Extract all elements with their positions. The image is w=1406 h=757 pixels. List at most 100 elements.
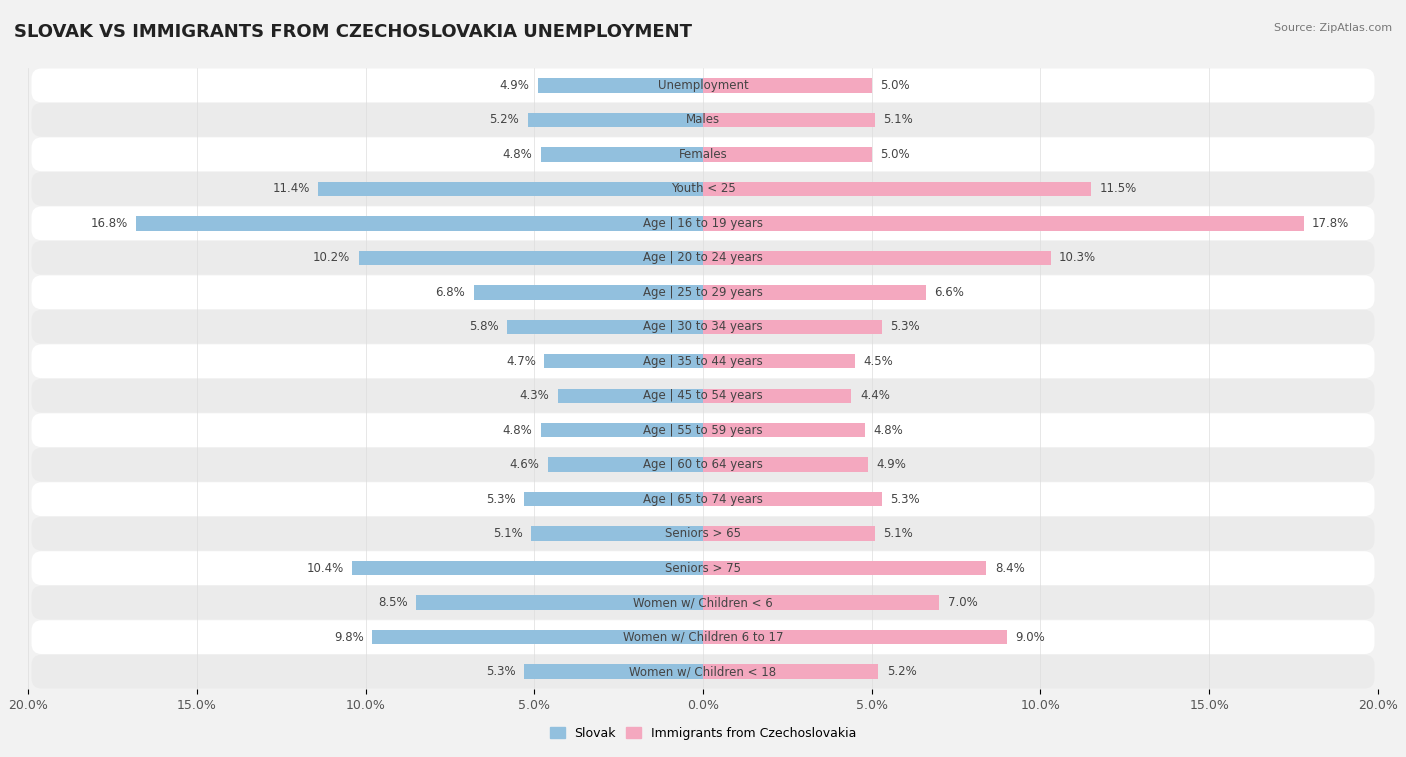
Bar xyxy=(541,147,703,161)
Text: Age | 16 to 19 years: Age | 16 to 19 years xyxy=(643,217,763,230)
Bar xyxy=(524,665,703,679)
FancyBboxPatch shape xyxy=(31,413,1375,447)
Text: 4.8%: 4.8% xyxy=(873,424,903,437)
Bar xyxy=(703,113,875,127)
Text: Women w/ Children < 6: Women w/ Children < 6 xyxy=(633,597,773,609)
FancyBboxPatch shape xyxy=(31,482,1375,516)
FancyBboxPatch shape xyxy=(31,586,1375,619)
Bar xyxy=(136,216,703,231)
Text: 10.3%: 10.3% xyxy=(1059,251,1097,264)
Bar xyxy=(527,113,703,127)
Bar xyxy=(703,182,1091,196)
Bar xyxy=(544,354,703,369)
Text: 5.3%: 5.3% xyxy=(486,493,516,506)
Bar xyxy=(352,561,703,575)
Text: 10.2%: 10.2% xyxy=(314,251,350,264)
Bar xyxy=(373,630,703,644)
FancyBboxPatch shape xyxy=(31,138,1375,171)
Text: 5.1%: 5.1% xyxy=(883,527,914,540)
Text: Females: Females xyxy=(679,148,727,160)
Text: 10.4%: 10.4% xyxy=(307,562,343,575)
Text: 5.3%: 5.3% xyxy=(890,320,920,333)
FancyBboxPatch shape xyxy=(31,551,1375,585)
FancyBboxPatch shape xyxy=(31,68,1375,102)
Bar xyxy=(703,216,1303,231)
Text: Age | 65 to 74 years: Age | 65 to 74 years xyxy=(643,493,763,506)
FancyBboxPatch shape xyxy=(31,276,1375,309)
Bar xyxy=(703,388,852,403)
Text: 9.0%: 9.0% xyxy=(1015,631,1045,643)
Text: Women w/ Children < 18: Women w/ Children < 18 xyxy=(630,665,776,678)
Text: 5.1%: 5.1% xyxy=(883,114,914,126)
Text: Source: ZipAtlas.com: Source: ZipAtlas.com xyxy=(1274,23,1392,33)
Text: 5.3%: 5.3% xyxy=(486,665,516,678)
Bar xyxy=(703,526,875,541)
Bar xyxy=(541,423,703,438)
Bar xyxy=(703,285,925,300)
Text: 6.8%: 6.8% xyxy=(436,286,465,299)
Text: 6.6%: 6.6% xyxy=(934,286,965,299)
Bar xyxy=(703,78,872,92)
Text: Age | 60 to 64 years: Age | 60 to 64 years xyxy=(643,458,763,471)
Bar xyxy=(318,182,703,196)
Text: Seniors > 75: Seniors > 75 xyxy=(665,562,741,575)
Text: SLOVAK VS IMMIGRANTS FROM CZECHOSLOVAKIA UNEMPLOYMENT: SLOVAK VS IMMIGRANTS FROM CZECHOSLOVAKIA… xyxy=(14,23,692,41)
Text: 4.8%: 4.8% xyxy=(503,148,533,160)
Text: 4.9%: 4.9% xyxy=(877,458,907,471)
Bar xyxy=(703,596,939,610)
FancyBboxPatch shape xyxy=(31,344,1375,378)
Bar xyxy=(548,457,703,472)
Bar xyxy=(703,665,879,679)
Bar xyxy=(703,319,882,334)
Text: 5.0%: 5.0% xyxy=(880,148,910,160)
FancyBboxPatch shape xyxy=(31,103,1375,137)
Text: Women w/ Children 6 to 17: Women w/ Children 6 to 17 xyxy=(623,631,783,643)
Text: 9.8%: 9.8% xyxy=(335,631,364,643)
Bar xyxy=(531,526,703,541)
Text: 11.4%: 11.4% xyxy=(273,182,309,195)
Bar xyxy=(508,319,703,334)
FancyBboxPatch shape xyxy=(31,448,1375,481)
Text: 4.6%: 4.6% xyxy=(509,458,540,471)
FancyBboxPatch shape xyxy=(31,172,1375,206)
FancyBboxPatch shape xyxy=(31,310,1375,344)
Text: 4.3%: 4.3% xyxy=(520,389,550,402)
FancyBboxPatch shape xyxy=(31,517,1375,550)
Text: 5.2%: 5.2% xyxy=(489,114,519,126)
Bar xyxy=(703,423,865,438)
Bar xyxy=(703,630,1007,644)
Bar xyxy=(524,492,703,506)
Text: Age | 20 to 24 years: Age | 20 to 24 years xyxy=(643,251,763,264)
Text: Age | 45 to 54 years: Age | 45 to 54 years xyxy=(643,389,763,402)
Text: 11.5%: 11.5% xyxy=(1099,182,1136,195)
Text: 5.8%: 5.8% xyxy=(470,320,499,333)
Text: 5.0%: 5.0% xyxy=(880,79,910,92)
Text: 4.9%: 4.9% xyxy=(499,79,529,92)
Bar xyxy=(703,561,987,575)
Text: 5.1%: 5.1% xyxy=(492,527,523,540)
Text: 17.8%: 17.8% xyxy=(1312,217,1350,230)
Text: 5.3%: 5.3% xyxy=(890,493,920,506)
FancyBboxPatch shape xyxy=(31,655,1375,689)
Text: 4.7%: 4.7% xyxy=(506,355,536,368)
Bar xyxy=(703,354,855,369)
FancyBboxPatch shape xyxy=(31,207,1375,240)
Bar xyxy=(537,78,703,92)
Text: Age | 35 to 44 years: Age | 35 to 44 years xyxy=(643,355,763,368)
Text: 5.2%: 5.2% xyxy=(887,665,917,678)
FancyBboxPatch shape xyxy=(31,620,1375,654)
Text: Unemployment: Unemployment xyxy=(658,79,748,92)
Legend: Slovak, Immigrants from Czechoslovakia: Slovak, Immigrants from Czechoslovakia xyxy=(544,721,862,745)
Bar xyxy=(416,596,703,610)
Text: Age | 55 to 59 years: Age | 55 to 59 years xyxy=(643,424,763,437)
Text: 4.8%: 4.8% xyxy=(503,424,533,437)
Text: 8.5%: 8.5% xyxy=(378,597,408,609)
Bar xyxy=(474,285,703,300)
Bar xyxy=(703,147,872,161)
Text: Age | 30 to 34 years: Age | 30 to 34 years xyxy=(643,320,763,333)
Text: 8.4%: 8.4% xyxy=(995,562,1025,575)
Bar xyxy=(703,457,869,472)
Text: 16.8%: 16.8% xyxy=(90,217,128,230)
Bar xyxy=(558,388,703,403)
Text: Seniors > 65: Seniors > 65 xyxy=(665,527,741,540)
